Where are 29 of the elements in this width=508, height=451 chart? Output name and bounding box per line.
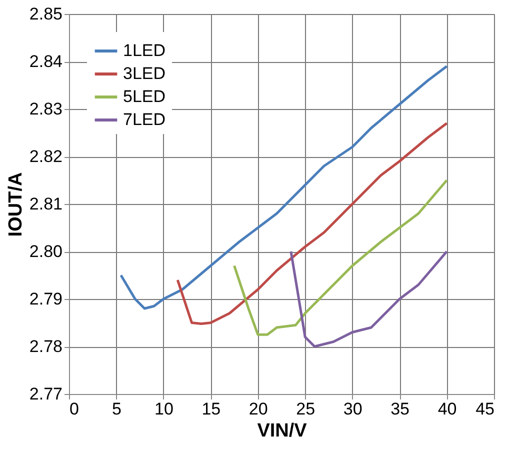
line-series xyxy=(290,250,448,348)
x-tick-label: 40 xyxy=(438,400,457,418)
x-tick-label: 5 xyxy=(112,400,122,418)
legend-label: 7LED xyxy=(123,110,166,129)
line-series xyxy=(233,179,448,336)
x-tick-label: 20 xyxy=(248,400,268,418)
x-tick-label: 0 xyxy=(70,400,79,418)
y-tick-label: 2.79 xyxy=(29,290,62,308)
x-tick-label: 30 xyxy=(343,400,362,418)
y-axis-title: IOUT/A xyxy=(5,172,26,237)
x-axis-title: VIN/V xyxy=(257,420,308,442)
y-tick-label: 2.81 xyxy=(29,194,62,214)
y-tick-label: 2.85 xyxy=(29,4,62,24)
y-tick-label: 2.78 xyxy=(29,337,62,356)
line-series xyxy=(120,65,448,310)
x-tick-label: 45 xyxy=(476,400,494,418)
legend-label: 5LED xyxy=(123,87,166,106)
x-tick-label: 25 xyxy=(296,400,316,418)
y-tick-label: 2.83 xyxy=(29,100,62,118)
y-tick-label: 2.77 xyxy=(29,384,62,404)
y-tick-label: 2.80 xyxy=(29,242,62,261)
x-tick-label: 35 xyxy=(390,400,410,418)
y-tick-label: 2.84 xyxy=(29,52,62,71)
legend-label: 1LED xyxy=(123,41,166,60)
line-series xyxy=(176,122,448,325)
legend-label: 3LED xyxy=(123,64,166,83)
x-tick-label: 10 xyxy=(154,400,174,418)
y-tick-label: 2.82 xyxy=(29,147,62,166)
x-tick-label: 15 xyxy=(202,400,221,418)
